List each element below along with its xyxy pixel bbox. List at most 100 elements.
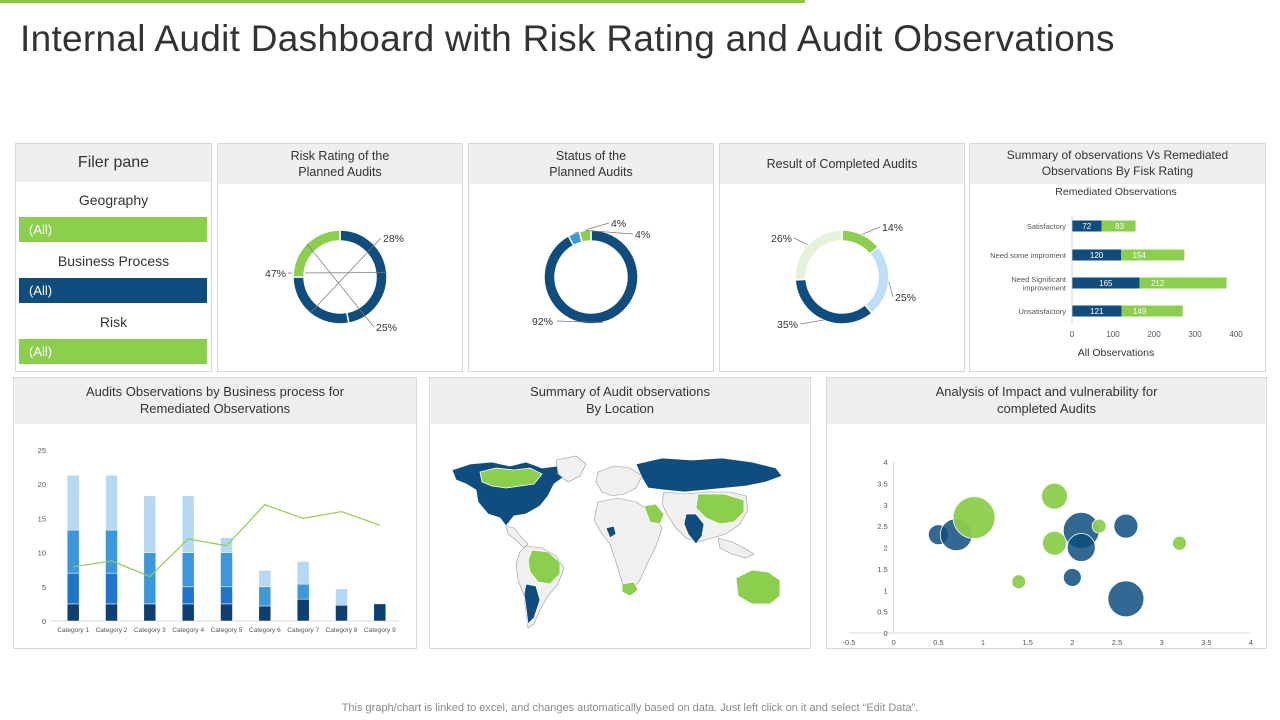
status-donut: 92% 4% 4% bbox=[532, 218, 650, 328]
business-bar-segment bbox=[335, 588, 348, 606]
summary-bar bbox=[1072, 220, 1102, 232]
donut-slice bbox=[863, 245, 890, 315]
map-central-america bbox=[505, 525, 529, 549]
business-ytick: 15 bbox=[38, 514, 46, 523]
result-panel: Result of Completed Audits 14% 25% 35% 26% bbox=[719, 143, 965, 372]
map-west-africa bbox=[605, 525, 617, 539]
business-bar-segment bbox=[296, 561, 310, 585]
impact-xtick: 1.5 bbox=[1022, 638, 1032, 647]
summary-xtick: 300 bbox=[1188, 330, 1202, 339]
business-bar-segment bbox=[105, 529, 118, 574]
risk-rating-panel: Risk Rating of the Planned Audits 47% 28%… bbox=[217, 143, 463, 372]
summary-category-label: improvement bbox=[1023, 284, 1067, 293]
business-bar-segment bbox=[258, 605, 272, 622]
business-bar-segment bbox=[66, 603, 80, 622]
impact-xtick: 3.5 bbox=[1201, 638, 1211, 647]
business-bar-segment bbox=[105, 475, 118, 531]
summary-xtick: 0 bbox=[1070, 330, 1075, 339]
leader-line bbox=[861, 226, 881, 235]
business-ytick: 0 bbox=[42, 617, 46, 626]
summary-category-label: Need Significant bbox=[1011, 275, 1067, 284]
business-bar-segment bbox=[220, 552, 233, 588]
map-saudi bbox=[643, 503, 665, 525]
donut-label: 4% bbox=[635, 229, 650, 241]
summary-bar-label: 83 bbox=[1115, 222, 1124, 231]
leader-line bbox=[793, 237, 808, 246]
donut-label: 47% bbox=[265, 268, 286, 280]
result-title: Result of Completed Audits bbox=[720, 144, 964, 184]
map-russia bbox=[635, 457, 783, 493]
impact-bubble-chart: -0.5 0 0.5 1 1.5 2 2.5 3 3.5 4 0.5 1 1.5 2 2.5 3 3.5 4 0 bbox=[843, 458, 1254, 647]
location-panel: Summary of Audit observations By Locatio… bbox=[429, 377, 811, 649]
business-bar-segment bbox=[105, 603, 118, 622]
impact-bubble bbox=[1041, 482, 1068, 510]
leader-line bbox=[585, 230, 634, 235]
impact-xtick: 2 bbox=[1070, 638, 1074, 647]
impact-panel: Analysis of Impact and vulnerability for… bbox=[826, 377, 1267, 649]
impact-ytick: 2.5 bbox=[877, 522, 887, 531]
business-bar-segment bbox=[296, 598, 310, 622]
donut-slice bbox=[339, 229, 388, 325]
impact-bubble bbox=[1066, 533, 1096, 562]
donut-slice bbox=[794, 229, 843, 281]
risk-rating-donut: 47% 28% 25% bbox=[265, 229, 404, 334]
business-bar-segment bbox=[66, 572, 80, 605]
summary-bar-chart: Remediated Observations Satisfactory 72 83 N… bbox=[990, 186, 1243, 359]
risk-label: Risk bbox=[99, 314, 128, 330]
donut-label: 4% bbox=[611, 218, 626, 230]
business-bar-segment bbox=[105, 572, 118, 605]
status-panel: Status of the Planned Audits 92% 4% 4% bbox=[468, 143, 714, 372]
summary-bar-label: 212 bbox=[1151, 279, 1165, 288]
summary-panel: Summary of observations Vs Remediated Ob… bbox=[969, 143, 1266, 372]
impact-bubble bbox=[952, 496, 996, 539]
business-ytick: 5 bbox=[42, 583, 46, 592]
business-bar-segment bbox=[181, 603, 195, 622]
business-ytick: 20 bbox=[38, 480, 46, 489]
map-south-africa bbox=[621, 581, 639, 597]
geography-filter[interactable]: (All) bbox=[19, 217, 207, 242]
donut-slice bbox=[292, 229, 341, 278]
donut-slice bbox=[794, 278, 874, 325]
business-category-label: Category 9 bbox=[364, 627, 396, 634]
business-bar-segment bbox=[296, 583, 310, 600]
summary-xtick: 400 bbox=[1229, 330, 1243, 339]
impact-xtick: 2.5 bbox=[1112, 638, 1122, 647]
impact-bubble bbox=[1091, 518, 1107, 534]
business-category-label: Category 7 bbox=[287, 627, 319, 634]
business-category-label: Category 8 bbox=[326, 627, 358, 634]
summary-xtick: 200 bbox=[1147, 330, 1161, 339]
business-bar-segment bbox=[143, 495, 157, 553]
impact-ytick: 4 bbox=[883, 458, 887, 467]
leader-line bbox=[888, 281, 894, 298]
leader-line bbox=[309, 237, 382, 314]
status-title: Status of the Planned Audits bbox=[469, 144, 713, 184]
business-bar-segment bbox=[220, 586, 233, 605]
business-process-label: Business Process bbox=[57, 253, 170, 269]
business-process-filter[interactable]: (All) bbox=[19, 278, 207, 303]
impact-bubble bbox=[1011, 574, 1027, 590]
risk-filter[interactable]: (All) bbox=[19, 339, 207, 364]
impact-title: Analysis of Impact and vulnerability for… bbox=[827, 378, 1266, 424]
business-stacked-chart: 0 5 10 15 20 25 Category 1 Category 2 Category 3… bbox=[38, 446, 399, 634]
leader-line bbox=[556, 320, 603, 323]
map-australia bbox=[735, 569, 781, 605]
donut-slice bbox=[578, 229, 592, 244]
impact-ytick: 3 bbox=[883, 501, 887, 510]
summary-bar-label: 165 bbox=[1099, 279, 1113, 288]
map-se-asia bbox=[717, 537, 755, 559]
business-ytick: 25 bbox=[38, 446, 46, 455]
impact-ytick: 2 bbox=[883, 544, 887, 553]
impact-ytick: 0.5 bbox=[877, 608, 887, 617]
business-bar-segment bbox=[181, 586, 195, 605]
impact-xtick: 4 bbox=[1249, 638, 1253, 647]
business-category-label: Category 5 bbox=[211, 627, 243, 634]
summary-title: Summary of observations Vs Remediated Ob… bbox=[970, 144, 1265, 184]
risk-rating-title: Risk Rating of the Planned Audits bbox=[218, 144, 462, 184]
business-bar-segment bbox=[258, 570, 272, 588]
impact-xtick: 0 bbox=[892, 638, 896, 647]
business-bar-segment bbox=[220, 603, 233, 622]
result-donut: 14% 25% 35% 26% bbox=[771, 222, 916, 331]
summary-bar bbox=[1072, 305, 1122, 317]
impact-ytick: 3.5 bbox=[877, 479, 887, 488]
summary-bar bbox=[1072, 277, 1140, 289]
